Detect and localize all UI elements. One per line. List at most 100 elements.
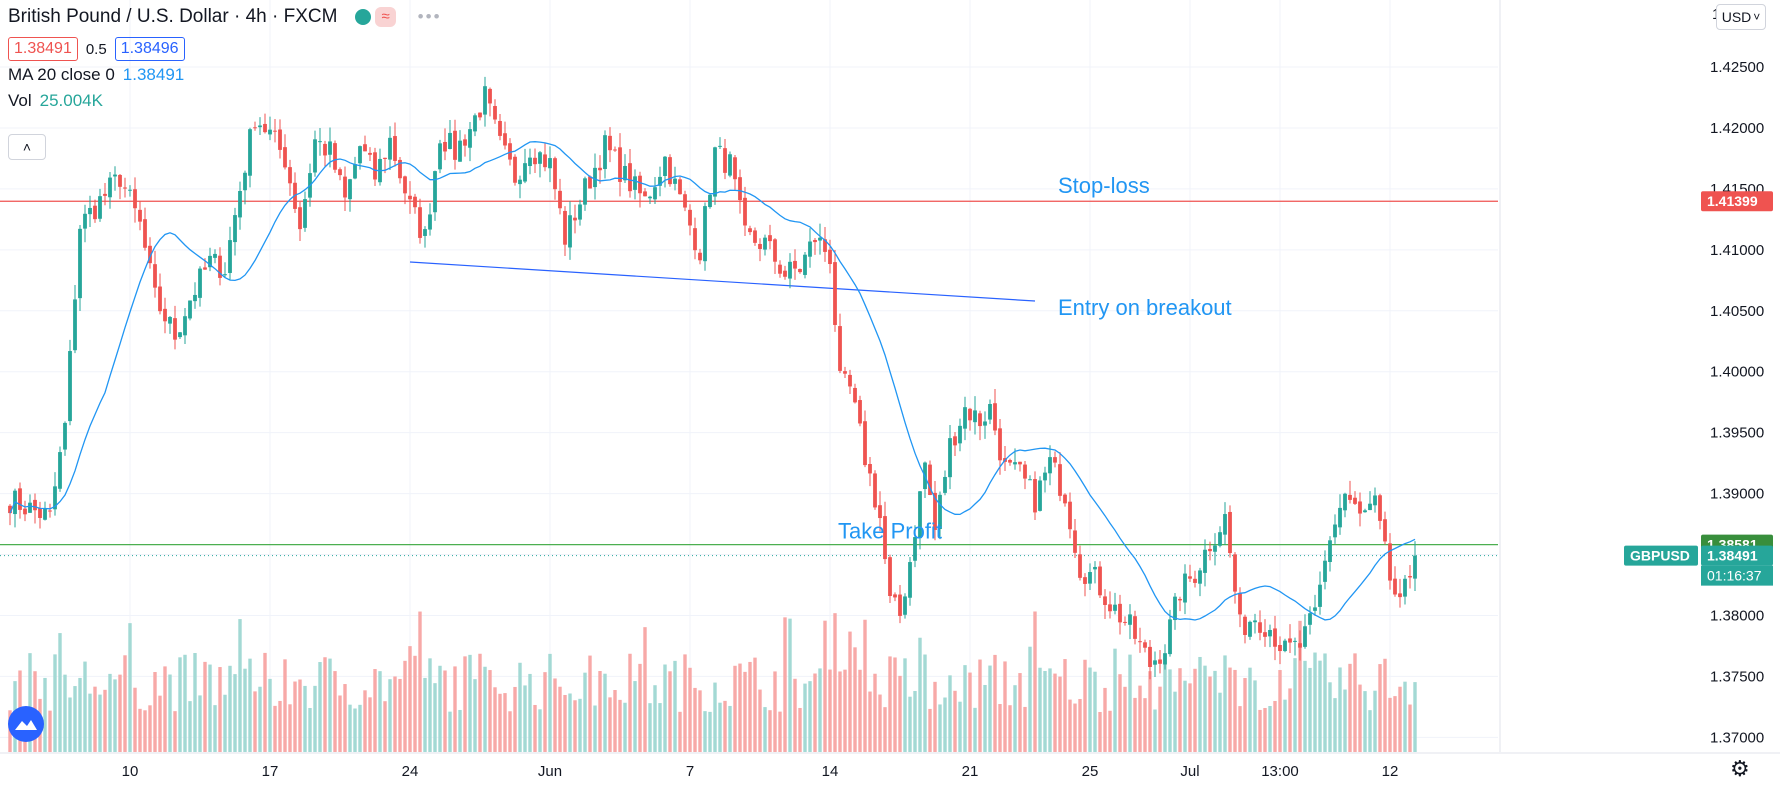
collapse-legend-button[interactable]: ˄ xyxy=(8,134,46,160)
volume-bar xyxy=(488,670,492,752)
volume-bar xyxy=(348,704,352,752)
volume-bar xyxy=(548,653,552,752)
volume-bar xyxy=(338,695,342,752)
more-options-icon[interactable]: ••• xyxy=(417,7,442,26)
candle-body xyxy=(1243,616,1247,635)
volume-bar xyxy=(923,654,927,752)
volume-bar xyxy=(398,678,402,752)
volume-bar xyxy=(1328,682,1332,752)
candle-body xyxy=(873,473,877,508)
candle-body xyxy=(908,562,912,598)
volume-bar xyxy=(903,658,907,752)
candle-body xyxy=(1403,578,1407,597)
volume-bar xyxy=(733,665,737,752)
volume-bar xyxy=(1008,705,1012,752)
volume-bar xyxy=(828,669,832,752)
candle-body xyxy=(73,299,77,351)
volume-bar xyxy=(83,661,87,752)
candle-body xyxy=(173,318,177,340)
candle-body xyxy=(148,245,152,264)
candle-body xyxy=(53,486,57,510)
volume-bar xyxy=(833,613,837,752)
volume-bar xyxy=(228,665,232,752)
volume-bar xyxy=(413,655,417,752)
candle-body xyxy=(868,464,872,474)
volume-bar xyxy=(1203,665,1207,752)
volume-bar xyxy=(1288,688,1292,752)
candle-body xyxy=(683,194,687,208)
volume-bar xyxy=(1183,680,1187,752)
volume-bar xyxy=(963,665,967,752)
candle-body xyxy=(363,144,367,152)
volume-bar xyxy=(623,702,627,752)
candle-body xyxy=(1328,540,1332,562)
candle-body xyxy=(1238,592,1242,615)
volume-bar xyxy=(1348,663,1352,752)
volume-bar xyxy=(58,633,62,752)
volume-bar xyxy=(248,658,252,752)
volume-bar xyxy=(1393,696,1397,752)
candle-body xyxy=(1393,578,1397,595)
candle-body xyxy=(748,228,752,233)
candle-body xyxy=(503,133,507,146)
volume-bar xyxy=(473,679,477,752)
price-tick-label: 1.40000 xyxy=(1710,364,1764,381)
volume-bar xyxy=(353,708,357,752)
sell-price-button[interactable]: 1.38491 xyxy=(8,37,78,61)
volume-bar xyxy=(863,619,867,752)
volume-bar xyxy=(1313,652,1317,752)
candle-body xyxy=(403,176,407,194)
candle-body xyxy=(258,125,262,128)
volume-bar xyxy=(908,696,912,752)
candle-body xyxy=(408,195,412,200)
candle-body xyxy=(198,268,202,298)
time-tick-label: Jul xyxy=(1180,763,1199,780)
volume-bar xyxy=(578,698,582,752)
candle-body xyxy=(1078,554,1082,578)
volume-bar xyxy=(978,659,982,752)
candle-body xyxy=(978,413,982,427)
ma-legend-row[interactable]: MA 20 close 0 1.38491 xyxy=(8,62,442,88)
candle-body xyxy=(613,149,617,151)
volume-bar xyxy=(878,694,882,752)
countdown-bg xyxy=(1701,565,1773,586)
candle-body xyxy=(428,214,432,230)
candle-body xyxy=(753,230,757,243)
candle-body xyxy=(318,141,322,143)
volume-bar xyxy=(88,693,92,752)
candle-body xyxy=(353,164,357,179)
candle-body xyxy=(1343,493,1347,511)
candle-body xyxy=(93,205,97,220)
currency-selector[interactable]: USD ˅ xyxy=(1716,4,1766,30)
market-status-dot-icon[interactable] xyxy=(355,9,372,25)
tradingview-logo-icon[interactable] xyxy=(8,706,44,742)
approx-data-icon[interactable]: ≈ xyxy=(375,7,396,27)
candle-body xyxy=(418,207,422,238)
candle-body xyxy=(738,177,742,201)
candle-body xyxy=(1083,577,1087,584)
volume-bar xyxy=(643,627,647,752)
candle-body xyxy=(798,269,802,273)
candle-body xyxy=(163,308,167,322)
volume-bar xyxy=(498,693,502,752)
volume-bar xyxy=(1208,676,1212,752)
settings-gear-icon[interactable]: ⚙ xyxy=(1730,756,1750,781)
volume-bar xyxy=(263,652,267,752)
candle-body xyxy=(468,129,472,148)
stop-price-tag: 1.41399 xyxy=(1701,191,1773,212)
volume-bar xyxy=(883,707,887,752)
volume-legend-row[interactable]: Vol 25.004K xyxy=(8,88,442,114)
candle-body xyxy=(1273,628,1277,647)
buy-price-button[interactable]: 1.38496 xyxy=(114,37,185,61)
volume-bar xyxy=(433,683,437,752)
candle-body xyxy=(178,332,182,338)
time-tick-label: 14 xyxy=(822,763,839,780)
candle-body xyxy=(1353,497,1357,504)
price-tick-label: 1.39000 xyxy=(1710,486,1764,503)
candle-body xyxy=(1063,494,1067,504)
volume-bar xyxy=(73,686,77,752)
time-tick-label: 7 xyxy=(686,763,694,780)
candle-body xyxy=(818,237,822,241)
volume-bar xyxy=(838,671,842,752)
